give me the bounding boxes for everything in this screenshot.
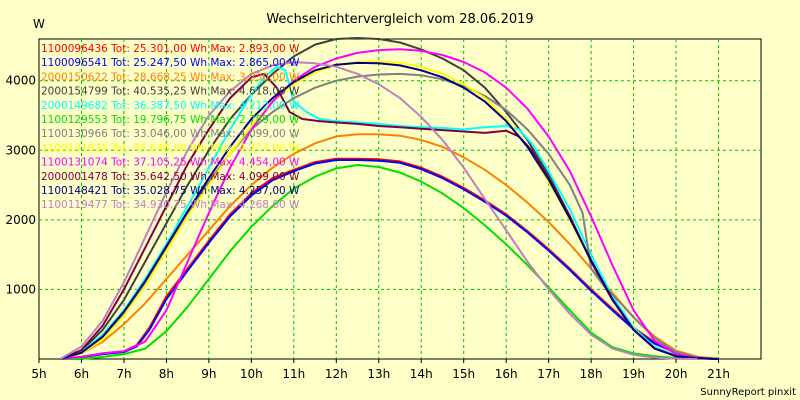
series-line-1100129553 bbox=[60, 164, 698, 360]
axis-ticks: 5h 6h 7h 8h 9h 10h 11h 12h 13h 14h 15h 16h 17h 18h 19h… bbox=[5, 74, 730, 381]
legend-entry-2000150622: 2000150622 Tot: 28.668,25 Wh Max: 3.230,… bbox=[41, 71, 300, 83]
series-line-1100131074 bbox=[60, 48, 719, 360]
y-tick-label-3000: 3000 bbox=[5, 143, 36, 157]
x-tick-label-5h: 5h bbox=[31, 367, 46, 381]
x-tick-label-7h: 7h bbox=[116, 367, 131, 381]
legend-entry-1100119477: 1100119477 Tot: 34.930,75 Wh Max: 4.268,… bbox=[41, 199, 300, 211]
x-tick-label-8h: 8h bbox=[159, 367, 174, 381]
x-tick-label-20h: 20h bbox=[665, 367, 688, 381]
legend-entry-1100129553: 1100129553 Tot: 19.796,75 Wh Max: 2.789,… bbox=[41, 114, 300, 126]
x-tick-label-15h: 15h bbox=[452, 367, 475, 381]
legend-entry-2000154799: 2000154799 Tot: 40.535,25 Wh Max: 4.618,… bbox=[41, 86, 300, 98]
x-tick-label-12h: 12h bbox=[325, 367, 348, 381]
report-footer: SunnyReport pinxit bbox=[700, 387, 796, 398]
grid-lines bbox=[39, 39, 761, 359]
x-tick-label-6h: 6h bbox=[74, 367, 89, 381]
series-line-1100148421 bbox=[59, 61, 719, 360]
plot-area-frame bbox=[38, 38, 762, 360]
series-layer bbox=[59, 37, 719, 360]
series-line-1100119477 bbox=[59, 61, 698, 360]
x-tick-label-19h: 19h bbox=[622, 367, 645, 381]
legend-entry-1100131074: 1100131074 Tot: 37.105,25 Wh Max: 4.454,… bbox=[41, 157, 300, 169]
legend-entry-1100131025: 1100131025 Tot: 35.648,00 Wh Max: 4.277,… bbox=[41, 142, 300, 154]
legend-entry-2000149682: 2000149682 Tot: 36.387,50 Wh Max: 4.212,… bbox=[41, 100, 300, 112]
legend-entry-1100096541: 1100096541 Tot: 25.247,50 Wh Max: 2.865,… bbox=[41, 57, 300, 69]
series-line-1100096436 bbox=[60, 157, 719, 360]
y-tick-label-1000: 1000 bbox=[5, 282, 36, 296]
x-tick-label-13h: 13h bbox=[367, 367, 390, 381]
x-tick-label-10h: 10h bbox=[240, 367, 263, 381]
x-tick-label-17h: 17h bbox=[537, 367, 560, 381]
x-tick-label-18h: 18h bbox=[580, 367, 603, 381]
chart-title: Wechselrichtervergleich vom 28.06.2019 bbox=[266, 12, 533, 27]
legend-entry-1100148421: 1100148421 Tot: 35.028,75 Wh Max: 4.257,… bbox=[41, 185, 300, 197]
x-tick-label-14h: 14h bbox=[410, 367, 433, 381]
x-tick-label-21h: 21h bbox=[707, 367, 730, 381]
y-tick-label-4000: 4000 bbox=[5, 74, 36, 88]
legend-entry-2000001478: 2000001478 Tot: 35.642,50 Wh Max: 4.099,… bbox=[41, 171, 300, 183]
legend-entry-1100130966: 1100130966 Tot: 33.046,00 Wh Max: 4.099,… bbox=[41, 128, 300, 140]
x-tick-label-16h: 16h bbox=[495, 367, 518, 381]
y-tick-label-2000: 2000 bbox=[5, 213, 36, 227]
x-tick-label-11h: 11h bbox=[282, 367, 305, 381]
legend-entry-1100096436: 1100096436 Tot: 25.301,00 Wh Max: 2.893,… bbox=[41, 43, 300, 55]
x-tick-label-9h: 9h bbox=[201, 367, 216, 381]
y-axis-unit-label: W bbox=[33, 17, 45, 31]
series-line-2000149682 bbox=[59, 65, 719, 360]
series-line-1100096541 bbox=[60, 159, 719, 360]
legend: 1100096436 Tot: 25.301,00 Wh Max: 2.893,… bbox=[41, 43, 300, 211]
